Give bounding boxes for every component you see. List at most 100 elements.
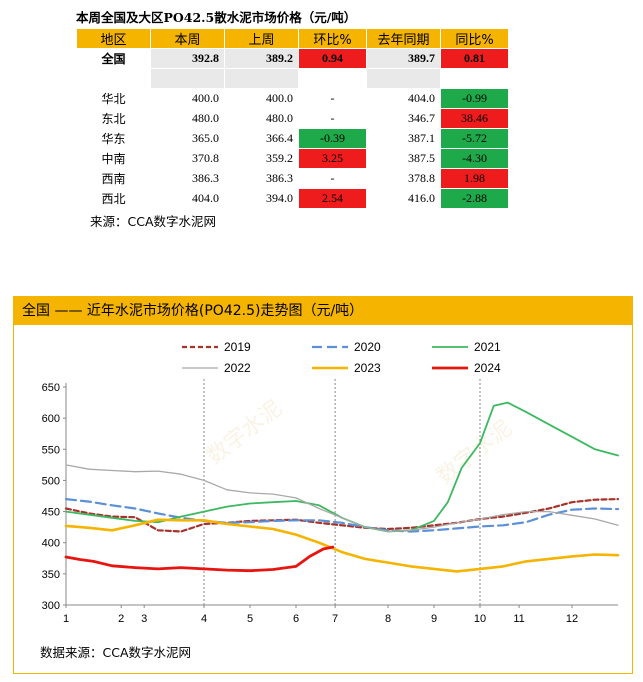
cell-last-year: 387.5 <box>366 148 441 169</box>
table-row: 东北 480.0 480.0-346.7 38.46 <box>76 108 509 129</box>
table-row: 华东 365.0 366.4 -0.39 387.1 -5.72 <box>76 128 509 149</box>
x-tick-label: 8 <box>385 613 391 625</box>
cell-region: 华东 <box>76 128 151 149</box>
header-wow: 环比% <box>298 28 367 49</box>
x-tick-label: 12 <box>566 613 578 625</box>
table-row: 全国 392.8 389.2 0.94 389.7 0.81 <box>76 48 509 69</box>
watermark: 数字水泥 <box>432 416 517 490</box>
header-last-week: 上周 <box>224 28 299 49</box>
cell-yoy: -5.72 <box>440 128 509 149</box>
table-header-row: 地区 本周 上周 环比% 去年同期 同比% <box>76 28 509 49</box>
cell-last-week: 389.2 <box>224 48 299 69</box>
series-line-2020 <box>64 498 620 533</box>
cell-wow: 3.25 <box>298 148 367 169</box>
spacer-cell <box>224 68 299 89</box>
x-tick-label: 2 <box>118 613 124 625</box>
table-source: 来源：CCA数字水泥网 <box>90 214 217 229</box>
spacer-cell <box>150 68 225 89</box>
table-row: 中南 370.8 359.2 3.25 387.5 -4.30 <box>76 148 509 169</box>
cell-yoy: -2.88 <box>440 188 509 209</box>
cell-region: 东北 <box>76 108 151 129</box>
y-tick-label: 450 <box>42 507 60 519</box>
cell-region: 西南 <box>76 168 151 189</box>
cell-wow: -0.39 <box>298 128 367 149</box>
cell-this-week: 480.0 <box>150 108 225 129</box>
x-tick-label: 4 <box>201 613 207 625</box>
cell-wow: 0.94 <box>298 48 367 69</box>
legend-label-2019: 2019 <box>224 340 251 354</box>
cell-this-week: 404.0 <box>150 188 225 209</box>
header-last-year: 去年同期 <box>366 28 441 49</box>
spacer-cell <box>440 68 509 89</box>
cell-last-week: 359.2 <box>224 148 299 169</box>
cell-wow: - <box>298 108 367 129</box>
cell-this-week: 386.3 <box>150 168 225 189</box>
legend-label-2020: 2020 <box>354 340 381 354</box>
spacer-cell <box>76 68 151 89</box>
y-tick-label: 550 <box>42 444 60 456</box>
table-spacer-row <box>76 68 509 89</box>
x-tick-label: 11 <box>513 613 524 625</box>
legend-label-2021: 2021 <box>474 340 501 354</box>
y-tick-label: 400 <box>42 538 60 550</box>
chart-source: 数据来源：CCA数字水泥网 <box>40 645 191 660</box>
price-table: 地区 本周 上周 环比% 去年同期 同比% 全国 392.8 389.2 0.94 38… <box>76 28 509 209</box>
cell-wow: - <box>298 88 367 109</box>
cell-yoy: -0.99 <box>440 88 509 109</box>
series-line-2024 <box>64 545 335 573</box>
header-region: 地区 <box>76 28 151 49</box>
chart-header: 全国 —— 近年水泥市场价格(PO42.5)走势图（元/吨） <box>14 297 632 325</box>
spacer-cell <box>298 68 367 89</box>
cell-yoy: 1.98 <box>440 168 509 189</box>
legend-label-2023: 2023 <box>354 361 381 375</box>
y-tick-label: 300 <box>42 600 60 612</box>
header-this-week: 本周 <box>150 28 225 49</box>
cell-this-week: 365.0 <box>150 128 225 149</box>
table-title: 本周全国及大区PO42.5散水泥市场价格（元/吨） <box>76 10 357 25</box>
cell-region: 中南 <box>76 148 151 169</box>
legend-label-2024: 2024 <box>474 361 501 375</box>
y-tick-label: 600 <box>42 413 60 425</box>
y-tick-label: 500 <box>42 475 60 487</box>
cell-this-week: 400.0 <box>150 88 225 109</box>
cell-yoy: -4.30 <box>440 148 509 169</box>
cell-last-year: 404.0 <box>366 88 441 109</box>
x-tick-label: 1 <box>63 613 69 625</box>
cell-last-year: 389.7 <box>366 48 441 69</box>
watermark: 数字水泥 <box>202 396 287 470</box>
x-tick-label: 7 <box>332 613 338 625</box>
cell-wow: - <box>298 168 367 189</box>
x-tick-label: 3 <box>141 613 147 625</box>
cell-region: 全国 <box>76 48 151 69</box>
cell-yoy: 38.46 <box>440 108 509 129</box>
cell-last-week: 366.4 <box>224 128 299 149</box>
cell-last-week: 386.3 <box>224 168 299 189</box>
x-tick-label: 9 <box>431 613 437 625</box>
cell-last-week: 400.0 <box>224 88 299 109</box>
x-tick-label: 5 <box>247 613 253 625</box>
cell-wow: 2.54 <box>298 188 367 209</box>
table-row: 西南 386.3 386.3-378.8 1.98 <box>76 168 509 189</box>
cell-this-week: 392.8 <box>150 48 225 69</box>
spacer-cell <box>366 68 441 89</box>
series-line-2019 <box>64 498 620 533</box>
x-tick-label: 10 <box>474 613 486 625</box>
price-trend-chart: 全国 —— 近年水泥市场价格(PO42.5)走势图（元/吨） 数字水泥 数字水泥 3… <box>13 296 633 674</box>
cell-last-year: 378.8 <box>366 168 441 189</box>
header-yoy: 同比% <box>440 28 509 49</box>
series-line-2022 <box>65 464 619 533</box>
cell-last-year: 346.7 <box>366 108 441 129</box>
x-tick-label: 6 <box>293 613 299 625</box>
cell-this-week: 370.8 <box>150 148 225 169</box>
legend-label-2022: 2022 <box>224 361 251 375</box>
cell-region: 华北 <box>76 88 151 109</box>
series-line-2023 <box>64 518 620 573</box>
cell-last-week: 480.0 <box>224 108 299 129</box>
cell-last-year: 387.1 <box>366 128 441 149</box>
table-row: 华北 400.0 400.0-404.0 -0.99 <box>76 88 509 109</box>
cell-region: 西北 <box>76 188 151 209</box>
cell-yoy: 0.81 <box>440 48 509 69</box>
y-tick-label: 650 <box>42 382 60 394</box>
cell-last-year: 416.0 <box>366 188 441 209</box>
